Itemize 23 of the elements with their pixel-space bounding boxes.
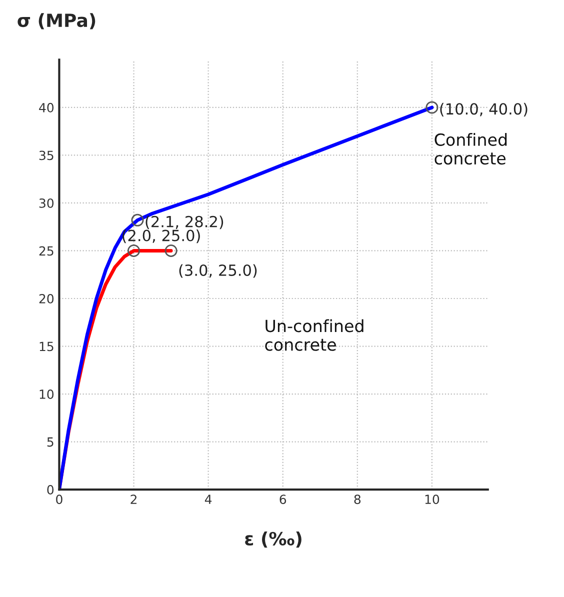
y-tick-label: 40 [39, 102, 54, 112]
x-tick-label: 10 [425, 494, 440, 504]
x-tick-label: 6 [280, 494, 286, 504]
x-tick-label: 8 [354, 494, 361, 504]
y-tick-label: 20 [39, 294, 54, 304]
annotation: (3.0, 25.0) [179, 264, 257, 278]
y-tick-label: 35 [39, 150, 54, 160]
annotation: (2.1, 28.2) [146, 216, 224, 230]
y-tick-label: 0 [47, 485, 54, 494]
x-tick-label: 4 [204, 494, 212, 504]
x-tick-label: 0 [56, 494, 62, 504]
annotation: Un-confined concrete [265, 319, 364, 351]
y-axis-title: σ (MPa) [18, 13, 96, 30]
annotation: Confined concrete [434, 133, 507, 165]
x-tick-label: 2 [130, 494, 136, 504]
y-tick-label: 15 [40, 342, 54, 352]
y-tick-label: 30 [39, 198, 54, 208]
annotation: (10.0, 40.0) [440, 102, 528, 116]
annotation: (2.0, 25.0) [122, 229, 200, 244]
x-axis-title: ε (‰) [245, 532, 302, 548]
y-tick-label: 5 [47, 437, 54, 447]
y-tick-label: 10 [40, 389, 54, 399]
y-tick-label: 25 [39, 246, 54, 256]
